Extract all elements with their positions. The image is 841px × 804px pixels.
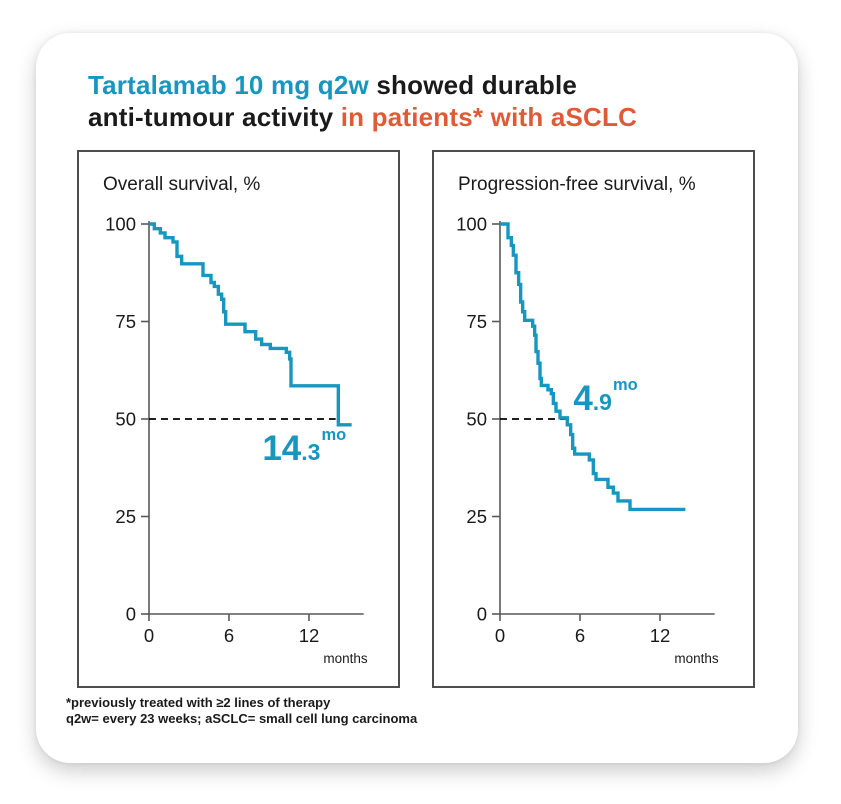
progression-free-survival-y-tick-label-50: 50 — [466, 409, 487, 430]
overall-survival-median-annotation: 14.3mo — [262, 426, 346, 468]
page-title-line2-black: anti-tumour activity — [88, 102, 341, 132]
footnotes: *previously treated with ≥2 lines of the… — [66, 695, 417, 727]
overall-survival-survival-curve — [149, 222, 352, 427]
progression-free-survival-median-annotation: 4.9mo — [573, 376, 637, 418]
page-title: Tartalamab 10 mg q2w showed durable anti… — [88, 69, 688, 133]
progression-free-survival-x-axis-unit-label: months — [674, 651, 719, 666]
progression-free-survival-survival-curve — [500, 222, 686, 512]
overall-survival-y-tick-label-0: 0 — [126, 604, 136, 625]
page-title-drug: Tartalamab 10 mg q2w — [88, 70, 369, 100]
progression-free-survival-title: Progression-free survival, % — [458, 174, 696, 195]
progression-free-survival-y-tick-label-100: 100 — [456, 214, 487, 235]
progression-free-survival-panel: 100 75 50 25 0 0 6 12 months 4.9mo Progression-fr… — [432, 150, 755, 688]
overall-survival-x-tick-label-0: 0 — [144, 625, 154, 646]
progression-free-survival-x-tick-label-6: 6 — [575, 625, 585, 646]
page-title-population: in patients* with aSCLC — [340, 102, 638, 132]
overall-survival-y-tick-label-25: 25 — [115, 506, 136, 527]
content-card: Tartalamab 10 mg q2w showed durable anti… — [36, 33, 798, 763]
progression-free-survival-y-tick-label-25: 25 — [466, 506, 487, 527]
page-title-line1-rest: showed durable — [368, 70, 578, 100]
overall-survival-y-tick-label-50: 50 — [115, 409, 136, 430]
overall-survival-x-tick-label-12: 12 — [299, 625, 320, 646]
progression-free-survival-y-tick-label-75: 75 — [466, 311, 487, 332]
progression-free-survival-x-tick-label-12: 12 — [650, 625, 671, 646]
overall-survival-x-tick-label-6: 6 — [224, 625, 234, 646]
footnote-line-2: q2w= every 23 weeks; aSCLC= small cell l… — [66, 711, 418, 726]
overall-survival-panel: 100 75 50 25 0 0 6 12 months 14.3mo Overall survi… — [77, 150, 400, 688]
progression-free-survival-y-tick-label-0: 0 — [477, 604, 487, 625]
overall-survival-title: Overall survival, % — [103, 174, 261, 195]
footnote-line-1: *previously treated with ≥2 lines of the… — [66, 695, 331, 710]
overall-survival-y-tick-label-100: 100 — [105, 214, 136, 235]
overall-survival-x-axis-unit-label: months — [323, 651, 368, 666]
progression-free-survival-x-tick-label-0: 0 — [495, 625, 505, 646]
overall-survival-y-tick-label-75: 75 — [115, 311, 136, 332]
